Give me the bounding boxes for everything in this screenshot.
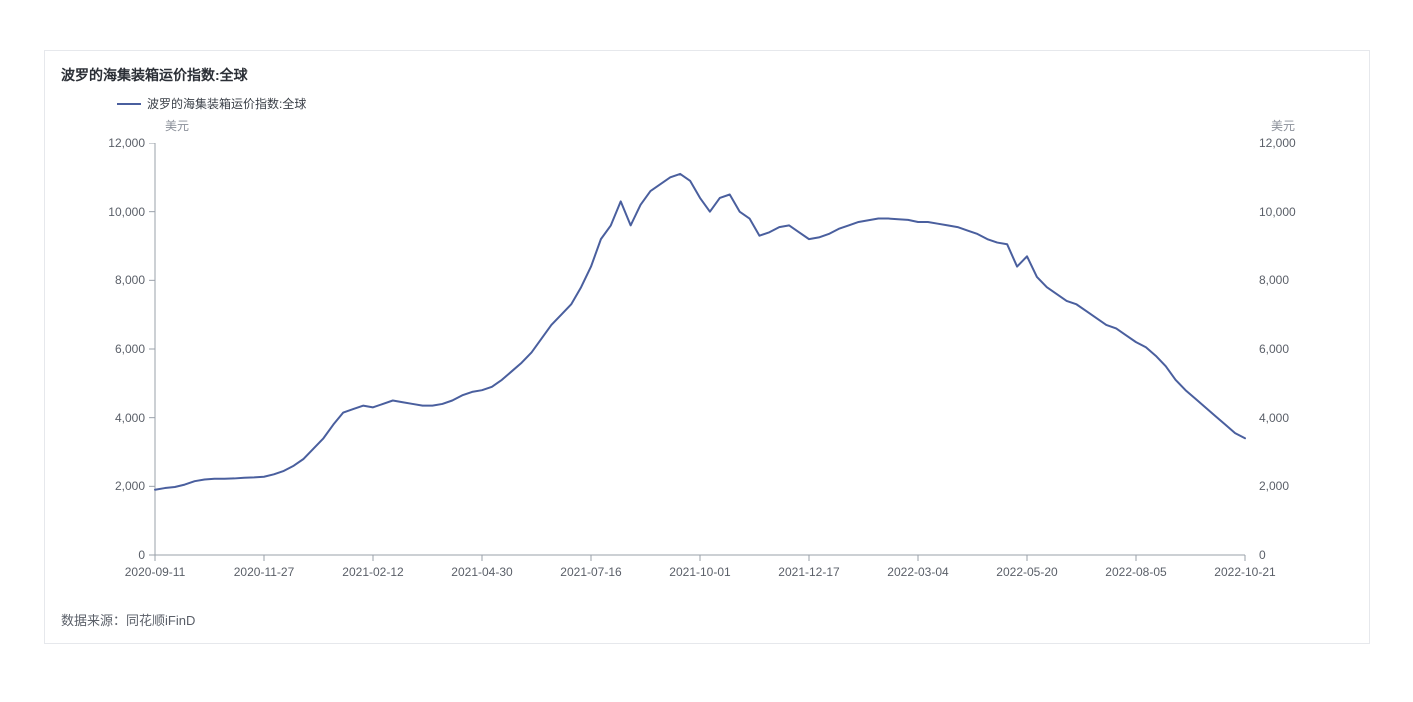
x-tick-label: 2021-04-30 (451, 565, 512, 579)
chart-title: 波罗的海集装箱运价指数:全球 (61, 65, 248, 85)
y-axis-unit-left: 美元 (165, 117, 189, 134)
x-tick-label: 2020-09-11 (125, 565, 186, 579)
x-tick-label: 2022-05-20 (996, 565, 1057, 579)
legend-label: 波罗的海集装箱运价指数:全球 (147, 95, 306, 112)
y-tick-label-right: 10,000 (1259, 205, 1296, 219)
data-source: 数据来源：同花顺iFinD (61, 610, 195, 629)
y-tick-label-left: 2,000 (95, 479, 145, 493)
y-tick-label-right: 4,000 (1259, 411, 1289, 425)
x-tick-label: 2021-07-16 (560, 565, 621, 579)
y-tick-label-left: 10,000 (95, 205, 145, 219)
y-tick-label-left: 6,000 (95, 342, 145, 356)
y-axis-unit-right: 美元 (1271, 117, 1295, 134)
y-tick-label-right: 0 (1259, 548, 1266, 562)
y-tick-label-right: 12,000 (1259, 136, 1296, 150)
legend-swatch (117, 103, 141, 105)
chart-container: 波罗的海集装箱运价指数:全球 波罗的海集装箱运价指数:全球 美元 美元 数据来源… (44, 50, 1370, 644)
x-tick-label: 2020-11-27 (234, 565, 295, 579)
chart-legend: 波罗的海集装箱运价指数:全球 (117, 95, 306, 112)
y-tick-label-left: 8,000 (95, 273, 145, 287)
chart-plot (95, 143, 1335, 615)
y-tick-label-right: 2,000 (1259, 479, 1289, 493)
y-tick-label-left: 0 (95, 548, 145, 562)
y-tick-label-right: 8,000 (1259, 273, 1289, 287)
y-tick-label-right: 6,000 (1259, 342, 1289, 356)
x-tick-label: 2022-10-21 (1214, 565, 1275, 579)
x-tick-label: 2022-08-05 (1105, 565, 1166, 579)
x-tick-label: 2021-02-12 (342, 565, 403, 579)
x-tick-label: 2021-10-01 (669, 565, 730, 579)
x-tick-label: 2021-12-17 (778, 565, 839, 579)
y-tick-label-left: 4,000 (95, 411, 145, 425)
y-tick-label-left: 12,000 (95, 136, 145, 150)
x-tick-label: 2022-03-04 (887, 565, 948, 579)
